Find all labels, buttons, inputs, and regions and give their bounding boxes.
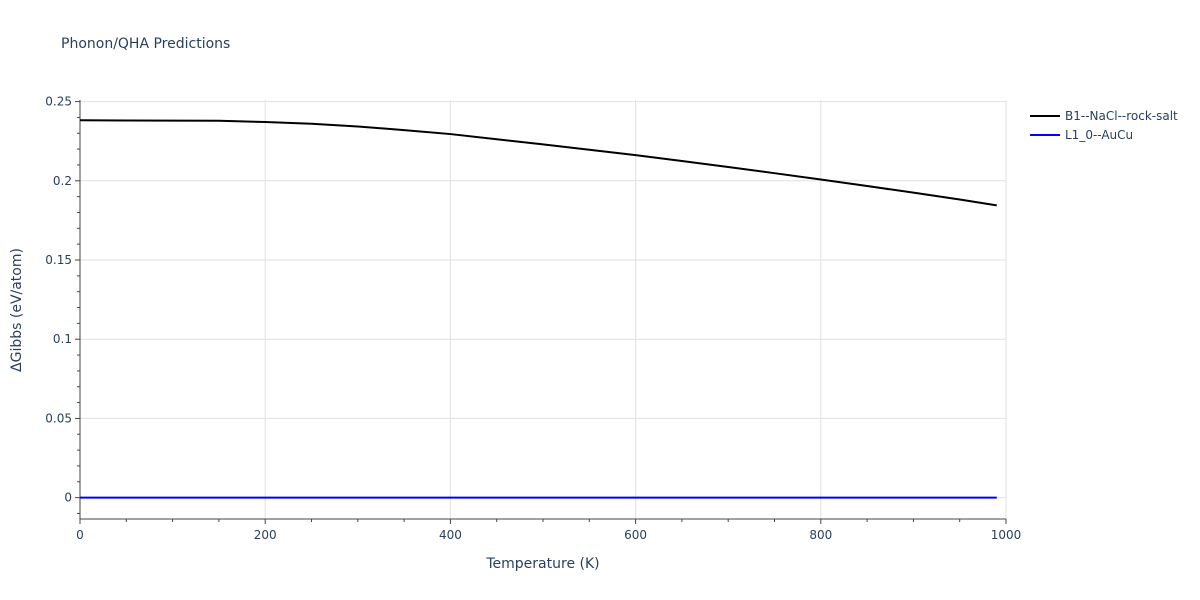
legend-swatch-b1-nacl [1030, 114, 1060, 117]
y-axis-label: ΔGibbs (eV/atom) [9, 248, 25, 372]
y-tick-label: 0.1 [53, 332, 72, 346]
x-tick-label: 200 [254, 528, 277, 542]
legend-item-l10-aucu[interactable]: L1_0--AuCu [1030, 125, 1178, 144]
x-tick-label: 0 [76, 528, 84, 542]
chart-title: Phonon/QHA Predictions [61, 36, 231, 52]
axes [75, 100, 1007, 524]
y-tick-label: 0 [64, 491, 72, 505]
grid-lines [80, 100, 1007, 519]
tick-labels: 0 200 400 600 800 1000 0 0.05 0.1 0.15 0.2 0.25 [45, 95, 1021, 542]
x-tick-label: 600 [624, 528, 647, 542]
series-lines [79, 119, 997, 499]
y-tick-label: 0.2 [53, 174, 72, 188]
legend-swatch-l10-aucu [1030, 133, 1060, 136]
legend-label-b1-nacl: B1--NaCl--rock-salt [1065, 108, 1178, 123]
y-tick-label: 0.05 [45, 411, 72, 425]
x-axis-label: Temperature (K) [485, 556, 599, 572]
legend-item-b1-nacl[interactable]: B1--NaCl--rock-salt [1030, 106, 1178, 125]
series-line-0 [79, 119, 997, 207]
x-tick-label: 800 [809, 528, 832, 542]
x-tick-label: 400 [439, 528, 462, 542]
y-tick-label: 0.25 [45, 95, 72, 109]
x-tick-label: 1000 [991, 528, 1022, 542]
legend: B1--NaCl--rock-salt L1_0--AuCu [1030, 106, 1178, 144]
y-tick-label: 0.15 [45, 253, 72, 267]
legend-label-l10-aucu: L1_0--AuCu [1065, 127, 1134, 142]
